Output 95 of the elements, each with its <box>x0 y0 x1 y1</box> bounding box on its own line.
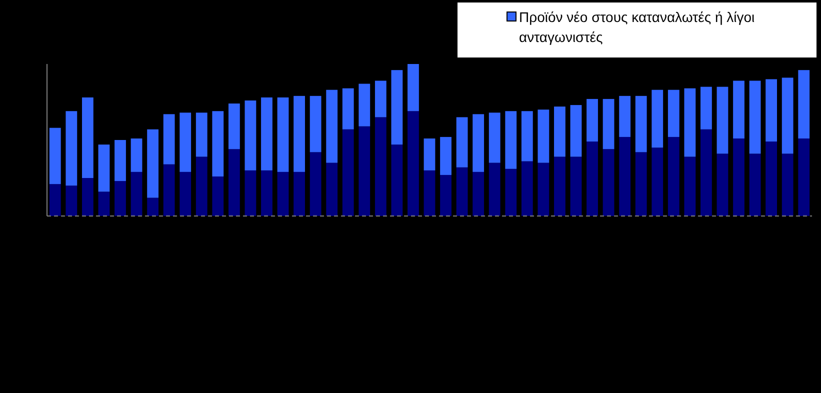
bar <box>261 170 272 216</box>
bar <box>586 142 598 216</box>
bar <box>700 86 712 130</box>
bar <box>602 98 614 150</box>
bar <box>424 170 436 216</box>
bar <box>326 162 338 216</box>
bar <box>408 111 419 216</box>
bar <box>733 138 744 216</box>
bar <box>244 100 256 170</box>
bar <box>261 97 272 170</box>
bar <box>488 112 500 163</box>
bar <box>130 138 142 172</box>
bar <box>538 162 550 216</box>
bar <box>635 152 647 216</box>
bar <box>130 172 142 216</box>
bar <box>619 136 631 216</box>
bar <box>294 96 305 172</box>
bar <box>114 181 126 216</box>
bar <box>684 156 696 216</box>
bar <box>82 97 94 178</box>
bar <box>766 142 778 216</box>
bar <box>716 86 728 154</box>
bar <box>98 192 110 216</box>
bar <box>733 80 744 138</box>
legend-label: Προϊόν νέο στους καταναλωτές ή λίγοι ανταγωνιστές <box>519 9 755 45</box>
bar <box>66 186 78 216</box>
bar <box>212 176 224 216</box>
bar <box>212 111 224 176</box>
bar <box>114 140 126 182</box>
bar <box>326 90 338 163</box>
bar <box>408 64 419 112</box>
bar <box>147 198 158 216</box>
bar <box>391 144 403 216</box>
bar <box>782 78 794 154</box>
bar <box>358 126 370 216</box>
bar <box>766 79 778 142</box>
bar <box>554 106 566 157</box>
bar <box>782 154 794 216</box>
bar <box>749 80 761 154</box>
bar <box>440 136 452 175</box>
bar <box>472 172 484 216</box>
bar <box>668 136 680 216</box>
bar <box>440 174 452 216</box>
bar <box>798 70 810 138</box>
bar <box>310 152 322 216</box>
bar <box>277 97 289 172</box>
bar <box>196 112 208 157</box>
bar <box>49 128 61 184</box>
bar <box>570 105 582 157</box>
bar <box>358 84 370 126</box>
bar <box>521 111 533 162</box>
bar <box>586 98 598 142</box>
bar <box>424 138 436 170</box>
bar <box>602 149 614 216</box>
bar <box>244 170 256 216</box>
bar <box>619 96 631 137</box>
bar <box>391 70 403 145</box>
bar <box>310 96 322 152</box>
bar <box>684 88 696 157</box>
bar <box>472 114 484 172</box>
bar <box>180 112 192 172</box>
bar <box>294 172 305 216</box>
bar <box>635 96 647 152</box>
bar <box>570 156 582 216</box>
bar <box>652 90 664 148</box>
bar <box>228 149 240 216</box>
bar <box>488 162 500 216</box>
bar <box>700 129 712 216</box>
bar <box>49 184 61 216</box>
bar <box>98 144 110 192</box>
bar <box>342 88 354 130</box>
bar <box>716 154 728 216</box>
bar <box>277 172 289 216</box>
bar <box>66 111 78 186</box>
bar <box>374 80 386 118</box>
bar <box>163 164 175 216</box>
bar <box>798 138 810 216</box>
bar <box>82 178 94 216</box>
bar <box>456 117 468 168</box>
bar <box>228 104 240 150</box>
bar <box>505 111 517 169</box>
bar <box>749 154 761 216</box>
bar <box>554 156 566 216</box>
bar <box>163 114 175 164</box>
bar <box>147 129 158 198</box>
bar <box>196 156 208 216</box>
bar <box>374 117 386 216</box>
bar <box>456 167 468 216</box>
bar <box>342 129 354 216</box>
bar <box>505 168 517 216</box>
bar <box>521 161 533 216</box>
bar <box>180 172 192 216</box>
bar <box>538 110 550 163</box>
bar <box>652 148 664 216</box>
bar <box>668 90 680 137</box>
